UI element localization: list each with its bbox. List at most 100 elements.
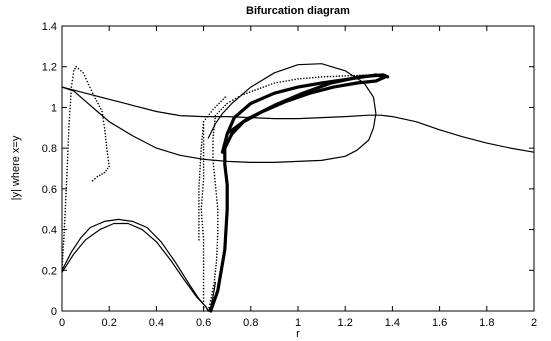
data-point — [214, 180, 216, 183]
data-point — [257, 88, 259, 90]
x-tick-label: 0.4 — [149, 317, 164, 329]
data-point — [198, 197, 200, 199]
x-tick-label: 0.8 — [243, 317, 258, 329]
data-point — [212, 108, 214, 111]
data-point — [198, 179, 201, 181]
series-7-dotted — [198, 96, 226, 241]
data-point — [80, 70, 82, 72]
data-point — [106, 150, 108, 152]
data-point — [214, 184, 217, 186]
data-point — [300, 77, 302, 80]
data-point — [214, 177, 216, 180]
data-point — [312, 76, 314, 79]
data-point — [212, 284, 215, 287]
data-point — [93, 95, 95, 97]
data-point — [215, 193, 218, 195]
data-point — [105, 144, 108, 146]
data-point — [67, 132, 70, 134]
data-point — [200, 153, 202, 155]
data-point — [202, 187, 204, 189]
data-point — [212, 153, 214, 155]
data-point — [66, 165, 68, 168]
data-point — [201, 226, 204, 229]
data-point — [213, 281, 215, 284]
data-point — [202, 300, 205, 303]
y-tick-label: 0.6 — [42, 184, 57, 196]
data-point — [248, 91, 251, 93]
data-point — [64, 198, 67, 201]
data-point — [198, 224, 200, 226]
data-point — [99, 174, 101, 177]
data-point — [209, 300, 212, 302]
data-point — [86, 80, 89, 83]
data-point — [217, 226, 219, 229]
data-point — [75, 65, 77, 68]
data-point — [213, 123, 216, 125]
data-point — [279, 81, 282, 83]
data-point — [94, 177, 96, 180]
data-point — [200, 144, 203, 146]
data-point — [335, 75, 338, 78]
data-point — [314, 76, 317, 79]
data-point — [212, 150, 214, 152]
data-point — [65, 189, 67, 192]
data-point — [212, 165, 215, 168]
series-1-line — [61, 63, 377, 163]
data-point — [202, 146, 205, 148]
data-point — [200, 202, 203, 204]
data-point — [217, 220, 219, 223]
data-point — [68, 122, 70, 125]
data-point — [66, 171, 68, 174]
data-point — [212, 159, 214, 162]
series-layer — [61, 63, 535, 313]
data-point — [216, 244, 218, 247]
series-line — [61, 86, 535, 153]
data-point — [217, 208, 219, 210]
data-point — [212, 143, 214, 146]
data-point — [213, 126, 215, 128]
data-point — [105, 169, 107, 172]
data-point — [101, 110, 103, 113]
x-tick-label: 0 — [59, 317, 65, 329]
data-point — [214, 114, 217, 117]
data-point — [202, 287, 205, 290]
data-point — [63, 234, 65, 237]
data-point — [198, 230, 200, 232]
data-point — [213, 171, 215, 174]
data-point — [82, 72, 84, 74]
data-point — [202, 242, 205, 244]
data-point — [202, 254, 205, 256]
data-point — [234, 97, 237, 100]
series-line — [61, 218, 216, 312]
data-point — [74, 67, 76, 70]
data-point — [199, 159, 202, 161]
data-point — [96, 175, 99, 178]
x-tick-label: 0.2 — [102, 317, 117, 329]
data-point — [77, 67, 80, 70]
data-point — [202, 149, 205, 151]
data-point — [216, 104, 218, 107]
data-point — [62, 254, 64, 257]
data-point — [347, 74, 349, 77]
data-point — [198, 236, 200, 238]
data-point — [202, 157, 205, 160]
data-point — [199, 164, 201, 167]
data-point — [216, 247, 218, 250]
data-point — [211, 290, 214, 293]
data-point — [71, 79, 74, 82]
data-point — [215, 196, 218, 198]
series-3-line — [61, 222, 209, 312]
data-point — [64, 219, 66, 222]
data-point — [202, 275, 205, 278]
data-point — [212, 156, 214, 158]
data-point — [69, 110, 71, 113]
data-point — [202, 120, 205, 123]
y-axis: 0 0.2 0.4 0.6 0.8 1 1.2 1.4 — [42, 21, 534, 318]
data-point — [70, 92, 72, 94]
data-point — [64, 216, 66, 219]
data-point — [216, 202, 218, 204]
data-point — [64, 201, 67, 204]
data-point — [202, 263, 205, 266]
data-point — [64, 213, 66, 216]
data-point — [107, 156, 109, 159]
